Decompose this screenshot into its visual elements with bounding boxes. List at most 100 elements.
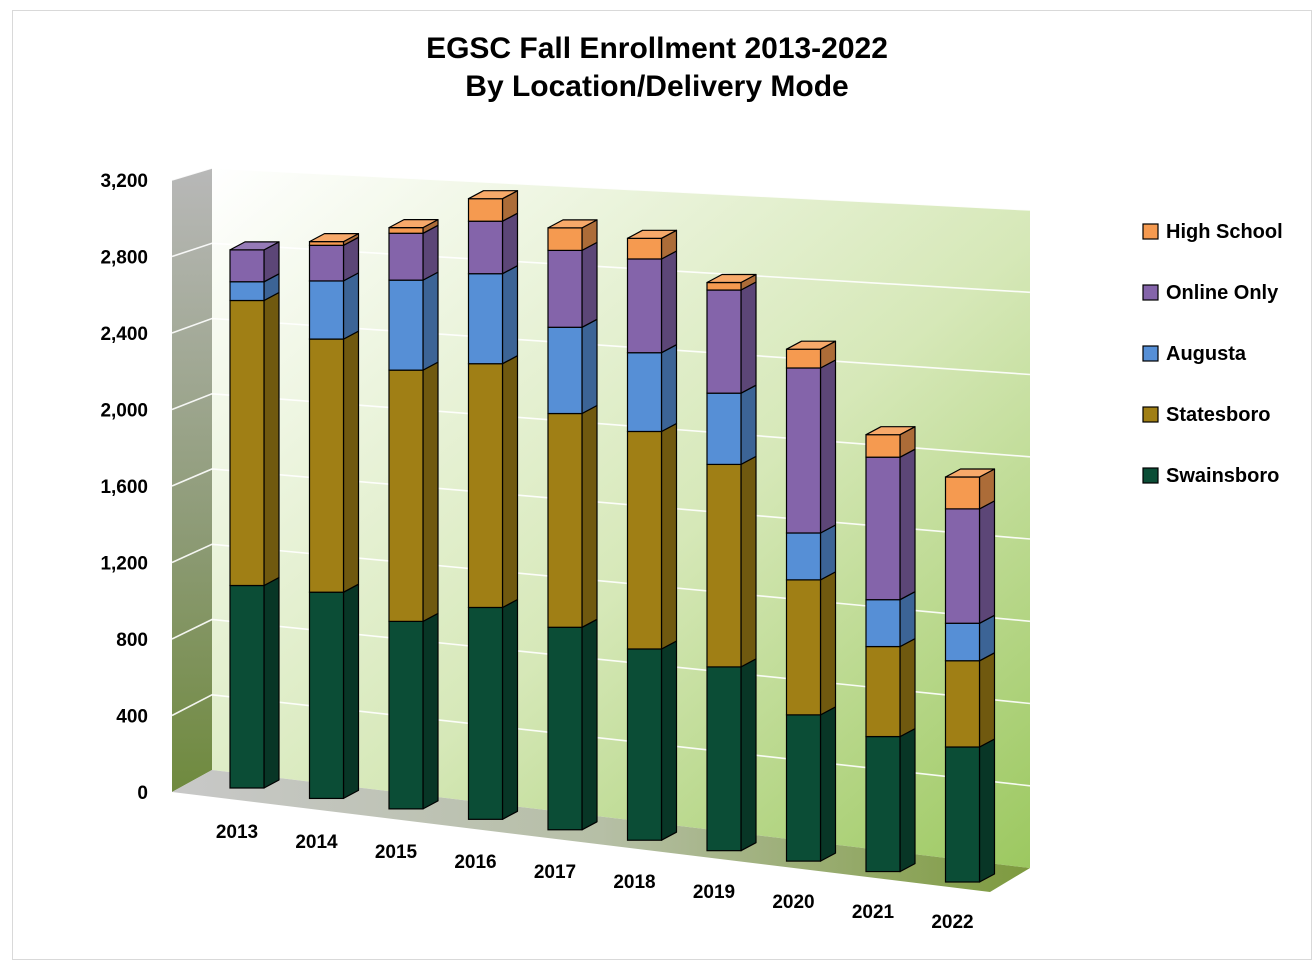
- bar-front: [467, 363, 504, 609]
- bar-side: [899, 448, 916, 601]
- y-tick-label: 3,200: [100, 171, 148, 192]
- bar-front: [229, 299, 265, 587]
- gridline: [171, 392, 1031, 458]
- bar-segment-high-school-2022: [944, 468, 996, 510]
- side-wall: [172, 168, 212, 792]
- y-tick-label: 2,400: [100, 324, 148, 345]
- y-tick-label: 0: [137, 783, 148, 804]
- bar-side: [501, 355, 519, 609]
- bar-segment-augusta-2019: [706, 384, 757, 466]
- bar-front: [865, 735, 901, 873]
- bar-front: [308, 244, 345, 282]
- bar-side: [422, 224, 439, 281]
- bar-front: [547, 227, 583, 252]
- bar-front: [626, 648, 663, 841]
- bar-front: [865, 599, 901, 648]
- legend-label: Augusta: [1166, 343, 1247, 365]
- bar-side: [740, 455, 757, 668]
- bar-segment-statesboro-2018: [626, 422, 678, 650]
- bar-segment-online-only-2021: [865, 448, 916, 601]
- y-tick-label: 2,000: [100, 401, 148, 422]
- legend-item-augusta: Augusta: [1142, 343, 1247, 365]
- bar-side: [899, 727, 916, 873]
- x-tick-label: 2022: [931, 912, 973, 933]
- gridline: [171, 468, 1031, 540]
- bar-front: [944, 660, 981, 748]
- y-tick-label: 1,600: [100, 477, 148, 498]
- bar-segment-swainsboro-2020: [785, 706, 837, 862]
- bar-segment-high-school-2021: [865, 426, 916, 458]
- bar-side: [819, 706, 837, 862]
- bar-side: [899, 591, 916, 648]
- x-tick-label: 2016: [454, 852, 496, 873]
- bar-front: [467, 606, 504, 820]
- bar-segment-swainsboro-2017: [547, 618, 598, 831]
- bar-segment-online-only-2014: [308, 236, 360, 282]
- bar-front: [229, 249, 265, 283]
- bar-side: [978, 652, 996, 748]
- legend-swatch: [1142, 345, 1159, 362]
- bar-front: [388, 369, 424, 622]
- legend: High School Online Only Augusta Statesboro S…: [1142, 221, 1283, 487]
- bar-segment-swainsboro-2021: [865, 727, 916, 873]
- bar-top: [865, 426, 916, 436]
- bar-side: [978, 500, 996, 624]
- bar-front: [785, 532, 822, 581]
- x-tick-label: 2018: [613, 872, 655, 893]
- bar-segment-statesboro-2014: [308, 330, 360, 593]
- x-tick-label: 2013: [216, 822, 258, 843]
- bar-side: [501, 598, 519, 820]
- bar-front: [308, 591, 345, 800]
- bar-front: [706, 392, 742, 466]
- bar-segment-high-school-2015: [388, 219, 439, 234]
- bar-segment-online-only-2016: [467, 212, 519, 275]
- gridline: [171, 618, 1031, 705]
- bar-segment-swainsboro-2022: [944, 738, 996, 883]
- bar-front: [467, 198, 504, 222]
- bar-segment-augusta-2015: [388, 271, 439, 371]
- bar-side: [740, 384, 757, 465]
- bar-front: [626, 430, 663, 650]
- bar-segment-swainsboro-2014: [308, 583, 360, 800]
- y-tick-label: 1,200: [100, 554, 148, 575]
- bar-side: [660, 640, 678, 841]
- gridline: [171, 317, 1031, 376]
- bar-segment-online-only-2017: [547, 241, 598, 328]
- legend-item-online-only: Online Only: [1142, 282, 1279, 304]
- chart-title: EGSC Fall Enrollment 2013-2022 By Locati…: [0, 30, 1314, 106]
- bar-segment-online-only-2019: [706, 281, 757, 394]
- bar-side: [819, 571, 837, 716]
- legend-label: Statesboro: [1166, 404, 1270, 426]
- bar-segment-high-school-2017: [547, 219, 598, 252]
- bar-front: [388, 227, 424, 234]
- bars: [229, 190, 996, 883]
- bar-front: [308, 338, 345, 593]
- bar-front: [308, 280, 345, 340]
- bar-segment-augusta-2014: [308, 272, 360, 340]
- bar-segment-statesboro-2013: [229, 291, 280, 587]
- bar-front: [785, 348, 822, 369]
- bar-front: [626, 352, 663, 433]
- bar-top: [626, 229, 678, 239]
- bar-segment-high-school-2014: [308, 233, 360, 246]
- bar-front: [547, 412, 583, 628]
- x-tick-label: 2019: [693, 882, 735, 903]
- bar-side: [581, 241, 598, 328]
- bar-side: [501, 265, 519, 365]
- bar-segment-high-school-2019: [706, 273, 757, 291]
- bar-front: [229, 584, 265, 789]
- gridline: [171, 242, 1031, 294]
- bar-segment-online-only-2013: [229, 241, 280, 283]
- legend-swatch: [1142, 223, 1159, 240]
- bar-front: [467, 220, 504, 275]
- bar-front: [388, 620, 424, 810]
- bar-side: [581, 618, 598, 831]
- bar-front: [706, 666, 742, 852]
- bar-segment-statesboro-2017: [547, 404, 598, 628]
- bar-front: [944, 476, 981, 510]
- bar-top: [308, 233, 360, 243]
- bar-segment-statesboro-2021: [865, 637, 916, 738]
- bar-segment-swainsboro-2015: [388, 612, 439, 810]
- bar-side: [422, 271, 439, 371]
